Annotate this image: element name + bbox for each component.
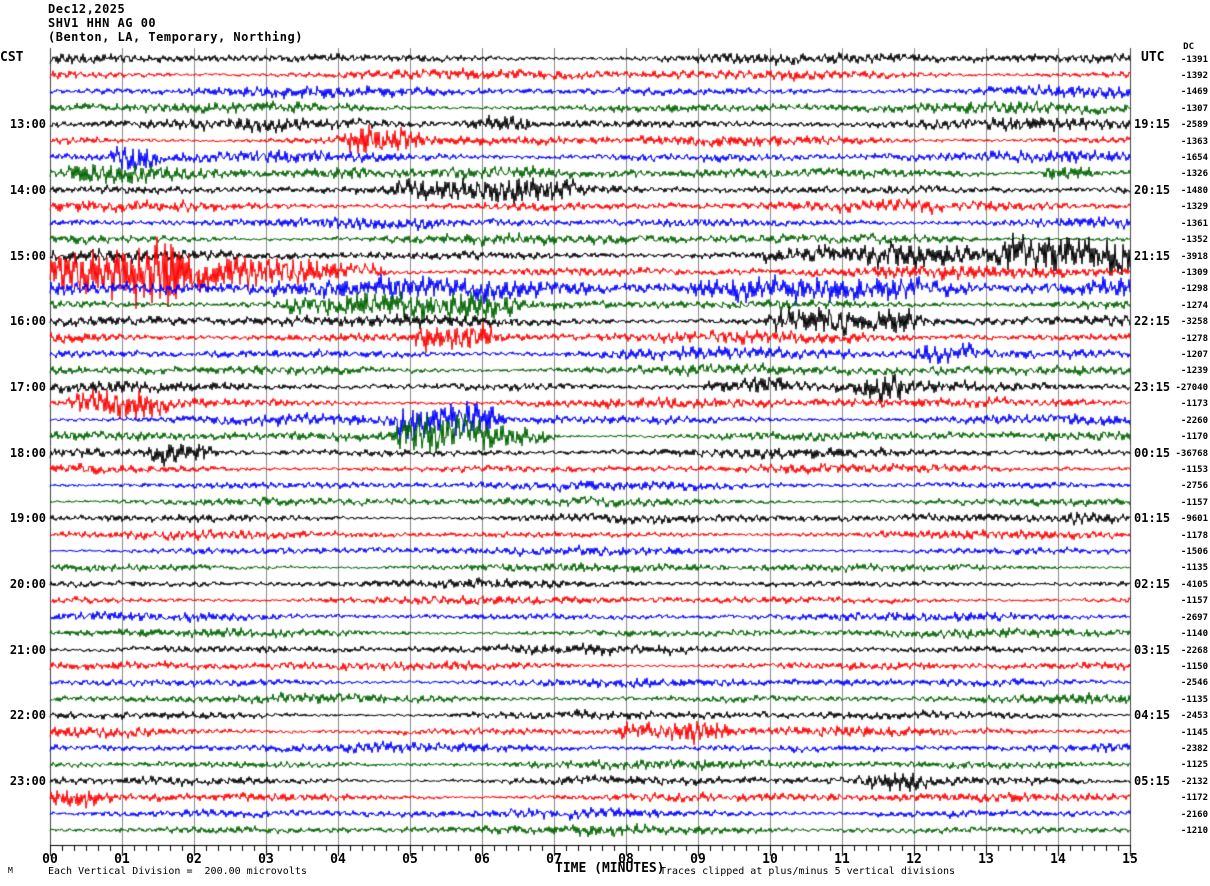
dc-offset-value: -27040 xyxy=(1175,383,1208,393)
x-tick-label: 05 xyxy=(402,852,418,867)
x-tick-label: 08 xyxy=(618,852,634,867)
dc-offset-value: -1170 xyxy=(1180,432,1208,442)
cst-hour-label: 19:00 xyxy=(9,511,46,525)
dc-offset-value: -1480 xyxy=(1180,186,1208,196)
dc-offset-value: -1239 xyxy=(1180,366,1208,376)
header-location: (Benton, LA, Temporary, Northing) xyxy=(48,30,303,44)
x-tick-label: 14 xyxy=(1050,852,1066,867)
dc-offset-value: -1207 xyxy=(1180,350,1208,360)
dc-offset-value: -1329 xyxy=(1180,202,1208,212)
x-tick-label: 03 xyxy=(258,852,274,867)
utc-hour-label: 05:15 xyxy=(1134,774,1171,788)
corner-mark: M xyxy=(8,866,13,875)
dc-offset-value: -36768 xyxy=(1175,449,1208,459)
dc-offset-value: -1135 xyxy=(1180,695,1208,705)
utc-hour-label: 02:15 xyxy=(1134,577,1171,591)
scale-note: Each Vertical Division = 200.00 microvol… xyxy=(48,866,307,877)
dc-offset-value: -2589 xyxy=(1180,120,1208,130)
dc-offset-value: -3258 xyxy=(1180,317,1208,327)
x-tick-label: 07 xyxy=(546,852,562,867)
dc-offset-value: -1140 xyxy=(1180,629,1208,639)
cst-hour-label: 16:00 xyxy=(9,314,46,328)
dc-offset-value: -1153 xyxy=(1180,465,1208,475)
cst-hour-label: 20:00 xyxy=(9,577,46,591)
dc-offset-value: -1654 xyxy=(1180,153,1208,163)
cst-hour-label: 18:00 xyxy=(9,446,46,460)
dc-offset-value: -2132 xyxy=(1180,777,1208,787)
cst-hour-label: 13:00 xyxy=(9,117,46,131)
dc-offset-value: -1506 xyxy=(1180,547,1208,557)
cst-hour-label: 22:00 xyxy=(9,708,46,722)
utc-hour-label: 20:15 xyxy=(1134,183,1171,197)
dc-offset-value: -1178 xyxy=(1180,531,1208,541)
utc-hour-label: 00:15 xyxy=(1134,446,1171,460)
dc-offset-value: -1157 xyxy=(1180,498,1208,508)
dc-offset-value: -2546 xyxy=(1180,678,1208,688)
cst-hour-label: 23:00 xyxy=(9,774,46,788)
x-tick-label: 15 xyxy=(1122,852,1138,867)
dc-offset-value: -9601 xyxy=(1180,514,1208,524)
dc-offset-value: -2697 xyxy=(1180,613,1208,623)
x-axis-title: TIME (MINUTES) xyxy=(555,861,665,876)
cst-hour-label: 14:00 xyxy=(9,183,46,197)
x-tick-label: 02 xyxy=(186,852,202,867)
utc-hour-label: 23:15 xyxy=(1134,380,1171,394)
dc-offset-value: -1326 xyxy=(1180,169,1208,179)
dc-offset-value: -1135 xyxy=(1180,563,1208,573)
dc-offset-value: -1157 xyxy=(1180,596,1208,606)
dc-offset-value: -1210 xyxy=(1180,826,1208,836)
dc-offset-value: -2268 xyxy=(1180,646,1208,656)
dc-offset-value: -1173 xyxy=(1180,399,1208,409)
x-tick-label: 06 xyxy=(474,852,490,867)
utc-hour-label: 03:15 xyxy=(1134,643,1171,657)
dc-offset-value: -1352 xyxy=(1180,235,1208,245)
utc-hour-label: 19:15 xyxy=(1134,117,1171,131)
dc-offset-value: -1274 xyxy=(1180,301,1208,311)
header-station: SHV1 HHN AG 00 xyxy=(48,16,157,30)
dc-offset-value: -2382 xyxy=(1180,744,1208,754)
dc-offset-value: -1363 xyxy=(1180,137,1208,147)
dc-offset-value: -4105 xyxy=(1180,580,1208,590)
x-tick-label: 11 xyxy=(834,852,850,867)
dc-offset-value: -1125 xyxy=(1180,760,1208,770)
dc-offset-value: -1309 xyxy=(1180,268,1208,278)
cst-axis-label: CST xyxy=(0,50,24,65)
x-tick-label: 09 xyxy=(690,852,706,867)
dc-offset-value: -1172 xyxy=(1180,793,1208,803)
x-tick-label: 00 xyxy=(42,852,58,867)
dc-offset-value: -1278 xyxy=(1180,334,1208,344)
cst-hour-label: 15:00 xyxy=(9,249,46,263)
utc-hour-label: 04:15 xyxy=(1134,708,1171,722)
dc-offset-value: -2453 xyxy=(1180,711,1208,721)
utc-axis-label: UTC xyxy=(1141,50,1165,65)
x-tick-label: 13 xyxy=(978,852,994,867)
utc-hour-label: 22:15 xyxy=(1134,314,1171,328)
dc-offset-value: -1298 xyxy=(1180,284,1208,294)
dc-column-header: DC xyxy=(1183,42,1194,52)
dc-offset-value: -1361 xyxy=(1180,219,1208,229)
x-tick-label: 01 xyxy=(114,852,130,867)
dc-offset-value: -2160 xyxy=(1180,810,1208,820)
dc-offset-value: -1391 xyxy=(1180,55,1208,65)
dc-offset-value: -2756 xyxy=(1180,481,1208,491)
x-tick-label: 12 xyxy=(906,852,922,867)
dc-offset-value: -3918 xyxy=(1180,252,1208,262)
dc-offset-value: -1307 xyxy=(1180,104,1208,114)
dc-offset-value: -1392 xyxy=(1180,71,1208,81)
cst-hour-label: 21:00 xyxy=(9,643,46,657)
cst-hour-label: 17:00 xyxy=(9,380,46,394)
dc-offset-value: -1469 xyxy=(1180,87,1208,97)
dc-offset-value: -1145 xyxy=(1180,728,1208,738)
utc-hour-label: 01:15 xyxy=(1134,511,1171,525)
dc-offset-value: -2260 xyxy=(1180,416,1208,426)
x-tick-label: 04 xyxy=(330,852,346,867)
utc-hour-label: 21:15 xyxy=(1134,249,1171,263)
dc-offset-value: -1150 xyxy=(1180,662,1208,672)
header-date: Dec12,2025 xyxy=(48,2,126,16)
x-tick-label: 10 xyxy=(762,852,778,867)
clip-note: Traces clipped at plus/minus 5 vertical … xyxy=(660,866,956,877)
